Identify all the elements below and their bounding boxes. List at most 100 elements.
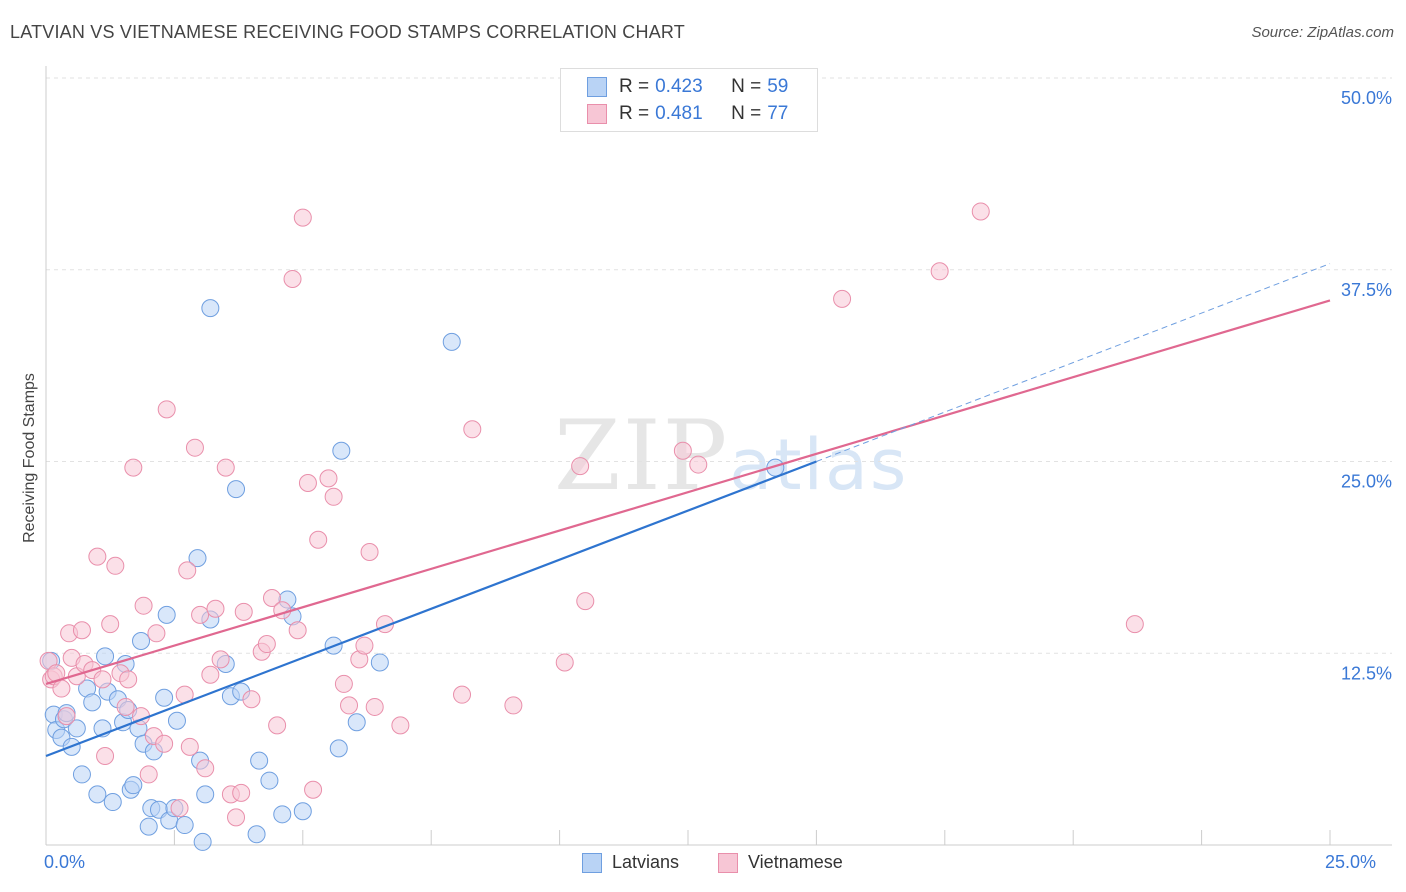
latvians-swatch	[582, 852, 602, 873]
vietnamese-point	[88, 547, 107, 566]
n-label: N =	[731, 103, 762, 124]
vietnamese-point	[216, 458, 235, 477]
vietnamese-point	[576, 592, 595, 611]
vietnamese-point	[355, 636, 374, 655]
vietnamese-point	[180, 737, 199, 756]
vietnamese-point	[463, 420, 482, 439]
latvian-point	[332, 441, 351, 460]
chart-title: LATVIAN VS VIETNAMESE RECEIVING FOOD STA…	[10, 22, 685, 42]
source-credit: Source: ZipAtlas.com	[1251, 24, 1394, 41]
vietnamese-point	[93, 670, 112, 689]
legend-row-latvians: R = 0.423 N = 59	[587, 75, 788, 99]
latvian-point	[370, 653, 389, 672]
vietnamese-point	[930, 262, 949, 281]
latvian-trend-line	[45, 460, 817, 758]
latvian-point	[96, 647, 115, 666]
vietnamese-point	[185, 438, 204, 457]
latvian-point	[193, 832, 212, 851]
latvian-point	[247, 825, 266, 844]
vietnamese-point	[52, 679, 71, 698]
vietnamese-point	[268, 716, 287, 735]
y-tick-labels: 12.5% 25.0% 37.5% 50.0%	[1341, 88, 1392, 683]
vietnamese-point	[1125, 615, 1144, 634]
vietnamese-point	[211, 650, 230, 669]
vietnamese-swatch	[718, 852, 738, 873]
legend-item-vietnamese[interactable]: Vietnamese	[718, 852, 843, 873]
latvians-swatch	[587, 77, 607, 97]
trend-lines	[45, 263, 1331, 758]
r-value: 0.481	[655, 103, 703, 124]
vietnamese-point	[293, 208, 312, 227]
latvian-point	[132, 631, 151, 650]
latvian-point	[124, 776, 143, 795]
vietnamese-point	[319, 469, 338, 488]
vietnamese-point	[334, 674, 353, 693]
n-value: 77	[767, 103, 789, 124]
latvian-point	[83, 693, 102, 712]
y-tick-label: 25.0%	[1341, 472, 1392, 492]
vietnamese-point	[57, 707, 76, 726]
vietnamese-point	[453, 685, 472, 704]
legend-row-vietnamese: R = 0.481 N = 77	[587, 102, 788, 126]
vietnamese-point	[116, 697, 135, 716]
latvian-point	[273, 805, 292, 824]
vietnamese-point	[365, 697, 384, 716]
vietnamese-point	[571, 457, 590, 476]
grid-lines	[46, 77, 1392, 654]
axes	[45, 66, 1392, 846]
r-value: 0.423	[655, 76, 703, 97]
latvian-point	[227, 480, 246, 499]
vietnamese-point	[206, 599, 225, 618]
vietnamese-point	[196, 759, 215, 778]
latvian-point	[442, 332, 461, 351]
vietnamese-point	[833, 289, 852, 308]
n-value: 59	[767, 76, 789, 97]
latvian-point	[347, 713, 366, 732]
latvian-point	[293, 802, 312, 821]
latvian-point	[72, 765, 91, 784]
latvian-point	[88, 785, 107, 804]
vietnamese-point	[257, 635, 276, 654]
r-label: R =	[619, 103, 650, 124]
vietnamese-point	[96, 747, 115, 766]
vietnamese-point	[971, 202, 990, 221]
y-tick-label: 50.0%	[1341, 88, 1392, 108]
watermark-atlas: atlas	[729, 424, 909, 506]
x-tick-max: 25.0%	[1325, 852, 1377, 872]
legend-item-latvians[interactable]: Latvians	[582, 852, 679, 873]
vietnamese-point	[298, 473, 317, 492]
latvian-point	[250, 751, 269, 770]
vietnamese-point	[324, 487, 343, 506]
latvian-point	[167, 711, 186, 730]
n-label: N =	[731, 76, 762, 97]
vietnamese-point	[191, 605, 210, 624]
vietnamese-point	[555, 653, 574, 672]
latvian-point	[260, 771, 279, 790]
vietnamese-point	[155, 734, 174, 753]
vietnamese-point	[309, 530, 328, 549]
watermark: ZIPatlas	[554, 400, 908, 512]
vietnamese-point	[283, 269, 302, 288]
vietnamese-trend-line	[45, 299, 1331, 685]
legend-label-latvians: Latvians	[612, 852, 680, 872]
latvian-point	[329, 739, 348, 758]
vietnamese-point	[288, 621, 307, 640]
latvian-point	[201, 299, 220, 318]
y-tick-label: 12.5%	[1341, 663, 1392, 683]
latvian-point	[155, 688, 174, 707]
latvian-point	[188, 549, 207, 568]
vietnamese-point	[234, 602, 253, 621]
vietnamese-point	[72, 621, 91, 640]
vietnamese-point	[124, 458, 143, 477]
vietnamese-point	[147, 624, 166, 643]
x-tick-min: 0.0%	[44, 852, 86, 872]
vietnamese-point	[139, 765, 158, 784]
vietnamese-point	[119, 670, 138, 689]
vietnamese-point	[242, 690, 261, 709]
vietnamese-points	[39, 202, 1144, 827]
legend-label-vietnamese: Vietnamese	[748, 852, 843, 872]
vietnamese-point	[157, 400, 176, 419]
latvian-trend-extension	[816, 263, 1331, 462]
latvian-point	[103, 793, 122, 812]
